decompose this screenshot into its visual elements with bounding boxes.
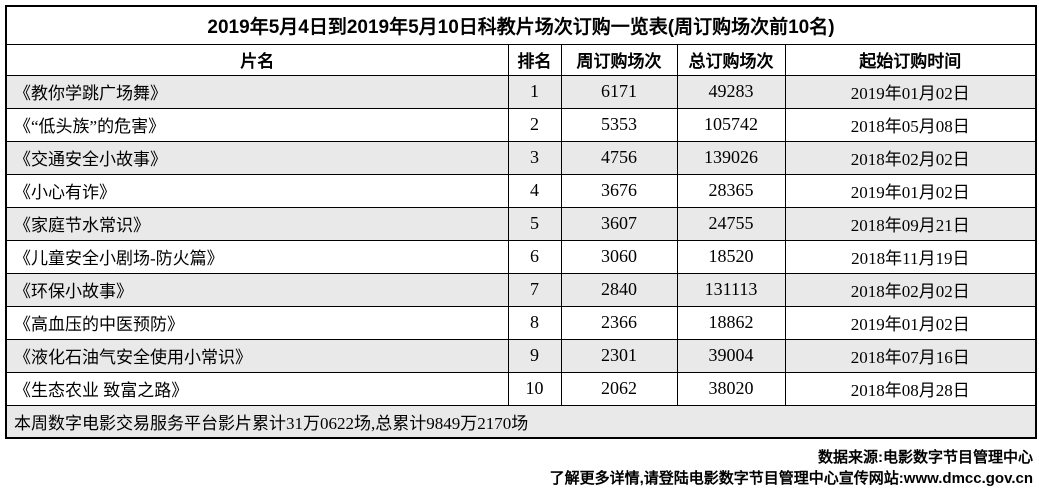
rank-cell: 8: [507, 305, 562, 340]
rank-cell: 9: [507, 338, 562, 373]
film-name-cell: 《液化石油气安全使用小常识》: [5, 338, 509, 373]
table-row: 《高血压的中医预防》 8 2366 18862 2019年01月02日: [5, 305, 1037, 340]
weekly-sessions-cell: 3060: [560, 239, 678, 274]
total-sessions-cell: 131113: [676, 272, 786, 307]
total-sessions-cell: 18862: [676, 305, 786, 340]
rank-cell: 2: [507, 107, 562, 142]
start-date-cell: 2018年09月21日: [784, 206, 1037, 241]
column-header-weekly-sessions: 周订购场次: [560, 43, 678, 76]
start-date-cell: 2018年08月28日: [784, 371, 1037, 406]
table-row: 《液化石油气安全使用小常识》 9 2301 39004 2018年07月16日: [5, 338, 1037, 373]
rank-cell: 5: [507, 206, 562, 241]
table-row: 《教你学跳广场舞》 1 6171 49283 2019年01月02日: [5, 74, 1037, 109]
column-header-total-sessions: 总订购场次: [676, 43, 786, 76]
table-row: 《儿童安全小剧场-防火篇》 6 3060 18520 2018年11月19日: [5, 239, 1037, 274]
start-date-cell: 2018年02月02日: [784, 272, 1037, 307]
film-name-cell: 《小心有诈》: [5, 173, 509, 208]
table-row: 《环保小故事》 7 2840 131113 2018年02月02日: [5, 272, 1037, 307]
weekly-sessions-cell: 6171: [560, 74, 678, 109]
rank-cell: 10: [507, 371, 562, 406]
film-name-cell: 《交通安全小故事》: [5, 140, 509, 175]
data-source-line: 数据来源:电影数字节目管理中心: [818, 449, 1033, 466]
start-date-cell: 2018年05月08日: [784, 107, 1037, 142]
film-order-table: 2019年5月4日到2019年5月10日科教片场次订购一览表(周订购场次前10名…: [5, 5, 1038, 439]
table-row: 《小心有诈》 4 3676 28365 2019年01月02日: [5, 173, 1037, 208]
film-name-cell: 《生态农业 致富之路》: [5, 371, 509, 406]
rank-cell: 7: [507, 272, 562, 307]
more-info-line: 了解更多详情,请登陆电影数字节目管理中心宣传网站:www.dmcc.gov.cn: [549, 470, 1033, 487]
start-date-cell: 2019年01月02日: [784, 173, 1037, 208]
start-date-cell: 2019年01月02日: [784, 74, 1037, 109]
start-date-cell: 2018年07月16日: [784, 338, 1037, 373]
table-row: 《交通安全小故事》 3 4756 139026 2018年02月02日: [5, 140, 1037, 175]
total-sessions-cell: 39004: [676, 338, 786, 373]
weekly-sessions-cell: 2366: [560, 305, 678, 340]
rank-cell: 4: [507, 173, 562, 208]
rank-cell: 6: [507, 239, 562, 274]
summary-text: 本周数字电影交易服务平台影片累计31万0622场,总累计9849万2170场: [5, 404, 1037, 439]
film-name-cell: 《家庭节水常识》: [5, 206, 509, 241]
rank-cell: 3: [507, 140, 562, 175]
summary-row: 本周数字电影交易服务平台影片累计31万0622场,总累计9849万2170场: [5, 404, 1037, 439]
film-name-cell: 《儿童安全小剧场-防火篇》: [5, 239, 509, 274]
total-sessions-cell: 24755: [676, 206, 786, 241]
film-name-cell: 《“低头族”的危害》: [5, 107, 509, 142]
table-row: 《家庭节水常识》 5 3607 24755 2018年09月21日: [5, 206, 1037, 241]
weekly-sessions-cell: 3607: [560, 206, 678, 241]
rank-cell: 1: [507, 74, 562, 109]
film-name-cell: 《高血压的中医预防》: [5, 305, 509, 340]
total-sessions-cell: 105742: [676, 107, 786, 142]
table-row: 《生态农业 致富之路》 10 2062 38020 2018年08月28日: [5, 371, 1037, 406]
total-sessions-cell: 49283: [676, 74, 786, 109]
column-header-start-date: 起始订购时间: [784, 43, 1037, 76]
total-sessions-cell: 28365: [676, 173, 786, 208]
column-header-rank: 排名: [507, 43, 562, 76]
weekly-sessions-cell: 2062: [560, 371, 678, 406]
weekly-sessions-cell: 4756: [560, 140, 678, 175]
film-name-cell: 《环保小故事》: [5, 272, 509, 307]
total-sessions-cell: 18520: [676, 239, 786, 274]
table-row: 《“低头族”的危害》 2 5353 105742 2018年05月08日: [5, 107, 1037, 142]
start-date-cell: 2018年02月02日: [784, 140, 1037, 175]
start-date-cell: 2018年11月19日: [784, 239, 1037, 274]
column-header-film-name: 片名: [5, 43, 509, 76]
film-name-cell: 《教你学跳广场舞》: [5, 74, 509, 109]
table-header-row: 片名 排名 周订购场次 总订购场次 起始订购时间: [5, 43, 1037, 76]
weekly-sessions-cell: 5353: [560, 107, 678, 142]
total-sessions-cell: 38020: [676, 371, 786, 406]
source-block: 数据来源:电影数字节目管理中心 了解更多详情,请登陆电影数字节目管理中心宣传网站…: [550, 447, 1033, 489]
weekly-sessions-cell: 2301: [560, 338, 678, 373]
page-title: 2019年5月4日到2019年5月10日科教片场次订购一览表(周订购场次前10名…: [5, 5, 1037, 45]
start-date-cell: 2019年01月02日: [784, 305, 1037, 340]
table-title-row: 2019年5月4日到2019年5月10日科教片场次订购一览表(周订购场次前10名…: [5, 5, 1037, 45]
weekly-sessions-cell: 2840: [560, 272, 678, 307]
total-sessions-cell: 139026: [676, 140, 786, 175]
weekly-sessions-cell: 3676: [560, 173, 678, 208]
